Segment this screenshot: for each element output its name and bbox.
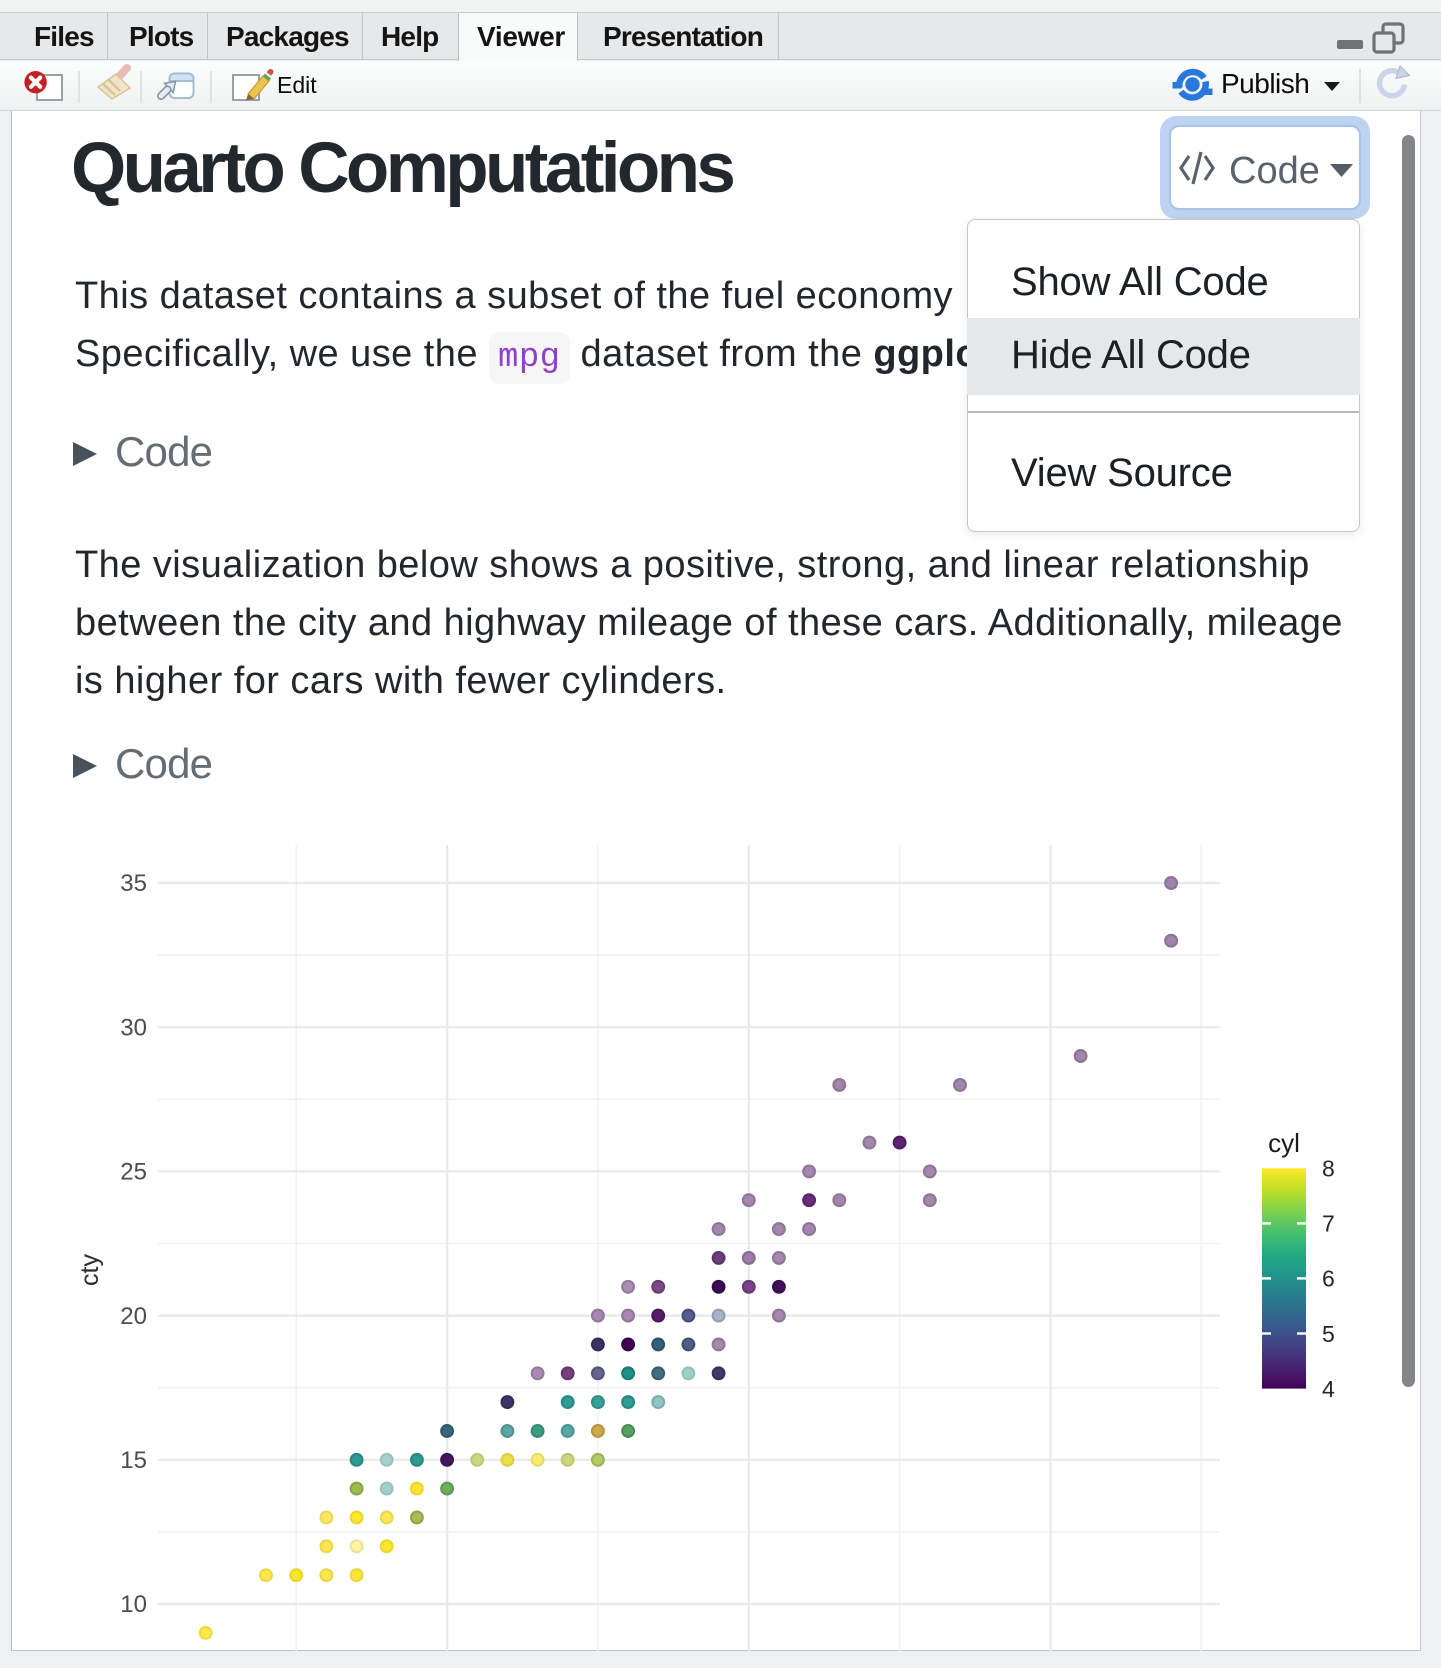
svg-text:4: 4 — [1322, 1376, 1335, 1402]
svg-text:5: 5 — [1322, 1321, 1335, 1347]
svg-text:Publish: Publish — [1221, 68, 1309, 99]
svg-text:8: 8 — [1322, 1156, 1335, 1182]
svg-text:6: 6 — [1322, 1266, 1335, 1292]
svg-text:15: 15 — [120, 1447, 147, 1474]
svg-text:10: 10 — [120, 1591, 147, 1618]
svg-text:20: 20 — [120, 1303, 147, 1330]
svg-text:25: 25 — [120, 1159, 147, 1186]
svg-text:cyl: cyl — [1268, 1128, 1300, 1158]
svg-text:30: 30 — [120, 1014, 147, 1041]
svg-text:35: 35 — [120, 870, 147, 897]
svg-text:Edit: Edit — [277, 72, 317, 98]
svg-text:7: 7 — [1322, 1211, 1335, 1237]
svg-text:cty: cty — [76, 1254, 104, 1286]
